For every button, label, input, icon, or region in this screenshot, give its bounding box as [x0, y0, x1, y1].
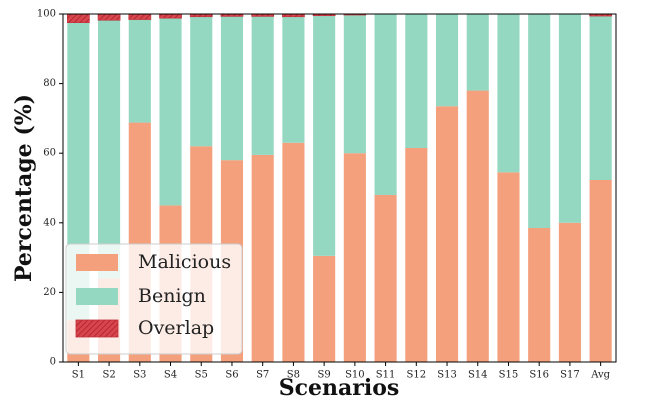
- x-tick-label-s4: S4: [164, 370, 177, 381]
- y-tick-label: 80: [43, 78, 56, 89]
- bar-malicious-s15: [497, 172, 520, 362]
- legend: Malicious Benign Overlap: [65, 243, 243, 355]
- bar-malicious-s13: [435, 106, 459, 362]
- y-tick-label: 0: [50, 357, 56, 368]
- bar-benign-s17: [558, 14, 581, 223]
- x-tick-label-s2: S2: [102, 370, 115, 381]
- legend-label-benign: Benign: [138, 285, 206, 307]
- bar-malicious-s12: [405, 147, 428, 362]
- x-tick-label-s9: S9: [318, 370, 331, 381]
- bar-benign-avg: [589, 16, 612, 181]
- x-tick-label-s13: S13: [437, 370, 457, 381]
- legend-label-malicious: Malicious: [138, 251, 231, 273]
- bar-malicious-s8: [282, 142, 305, 362]
- bar-benign-s7: [251, 16, 274, 155]
- bar-overlap-s1: [67, 13, 90, 23]
- bar-benign-s13: [435, 14, 459, 107]
- x-tick-label-s16: S16: [529, 370, 549, 381]
- x-tick-label-s1: S1: [72, 370, 85, 381]
- bar-overlap-s2: [97, 13, 121, 21]
- x-tick-label-s3: S3: [133, 370, 146, 381]
- legend-swatch-malicious: [76, 254, 118, 271]
- x-tick-label-s8: S8: [287, 370, 300, 381]
- legend-swatch-overlap: [75, 319, 119, 338]
- x-tick-label-s5: S5: [195, 370, 208, 381]
- bar-malicious-s10: [343, 153, 366, 362]
- bar-overlap-s4: [159, 13, 182, 19]
- bar-benign-s6: [220, 16, 244, 161]
- x-tick-label-s7: S7: [256, 370, 269, 381]
- bar-benign-s9: [313, 15, 336, 256]
- x-tick-label-s12: S12: [407, 370, 427, 381]
- bar-malicious-s16: [528, 228, 551, 362]
- bar-benign-s10: [343, 15, 366, 154]
- x-tick-label-s17: S17: [560, 370, 580, 381]
- x-tick-label-s14: S14: [468, 370, 488, 381]
- bar-benign-s3: [128, 19, 151, 123]
- bar-benign-s16: [528, 14, 551, 229]
- y-tick-label: 100: [37, 9, 56, 20]
- y-tick-label: 40: [43, 217, 56, 228]
- x-tick-label-s6: S6: [225, 370, 238, 381]
- bar-malicious-avg: [589, 180, 612, 362]
- bar-benign-s11: [374, 14, 397, 195]
- bar-malicious-s17: [558, 222, 581, 362]
- bar-benign-s5: [190, 16, 213, 147]
- x-tick-label-s10: S10: [345, 370, 365, 381]
- bar-malicious-s14: [466, 90, 489, 362]
- y-tick-label: 60: [43, 148, 56, 159]
- bar-benign-s8: [282, 16, 305, 143]
- legend-swatch-benign: [76, 288, 118, 305]
- bar-benign-s2: [98, 20, 121, 279]
- y-ticks-group: 0 20 40 60 80 100: [37, 9, 63, 368]
- bar-benign-s4: [159, 18, 182, 206]
- x-ticks-group: S1 S2 S3 S4 S5 S6 S7 S8 S9 S10 S11 S12 S13 S14 S15 S16 S…: [72, 362, 611, 381]
- x-tick-label-avg: Avg: [590, 370, 610, 381]
- bar-malicious-s9: [313, 255, 336, 362]
- bar-benign-s15: [497, 14, 520, 173]
- bar-overlap-s3: [128, 13, 152, 20]
- bar-benign-s12: [405, 14, 428, 148]
- x-axis-title: Scenarios: [279, 375, 400, 401]
- bar-malicious-s11: [374, 194, 397, 362]
- plot-frame: [62, 13, 617, 363]
- legend-label-overlap: Overlap: [138, 317, 214, 339]
- bar-benign-s14: [466, 14, 489, 91]
- x-tick-label-s11: S11: [376, 370, 396, 381]
- bar-malicious-s7: [251, 154, 274, 362]
- x-tick-label-s15: S15: [499, 370, 519, 381]
- y-axis-title: Percentage (%): [11, 94, 37, 282]
- y-tick-label: 20: [43, 287, 56, 298]
